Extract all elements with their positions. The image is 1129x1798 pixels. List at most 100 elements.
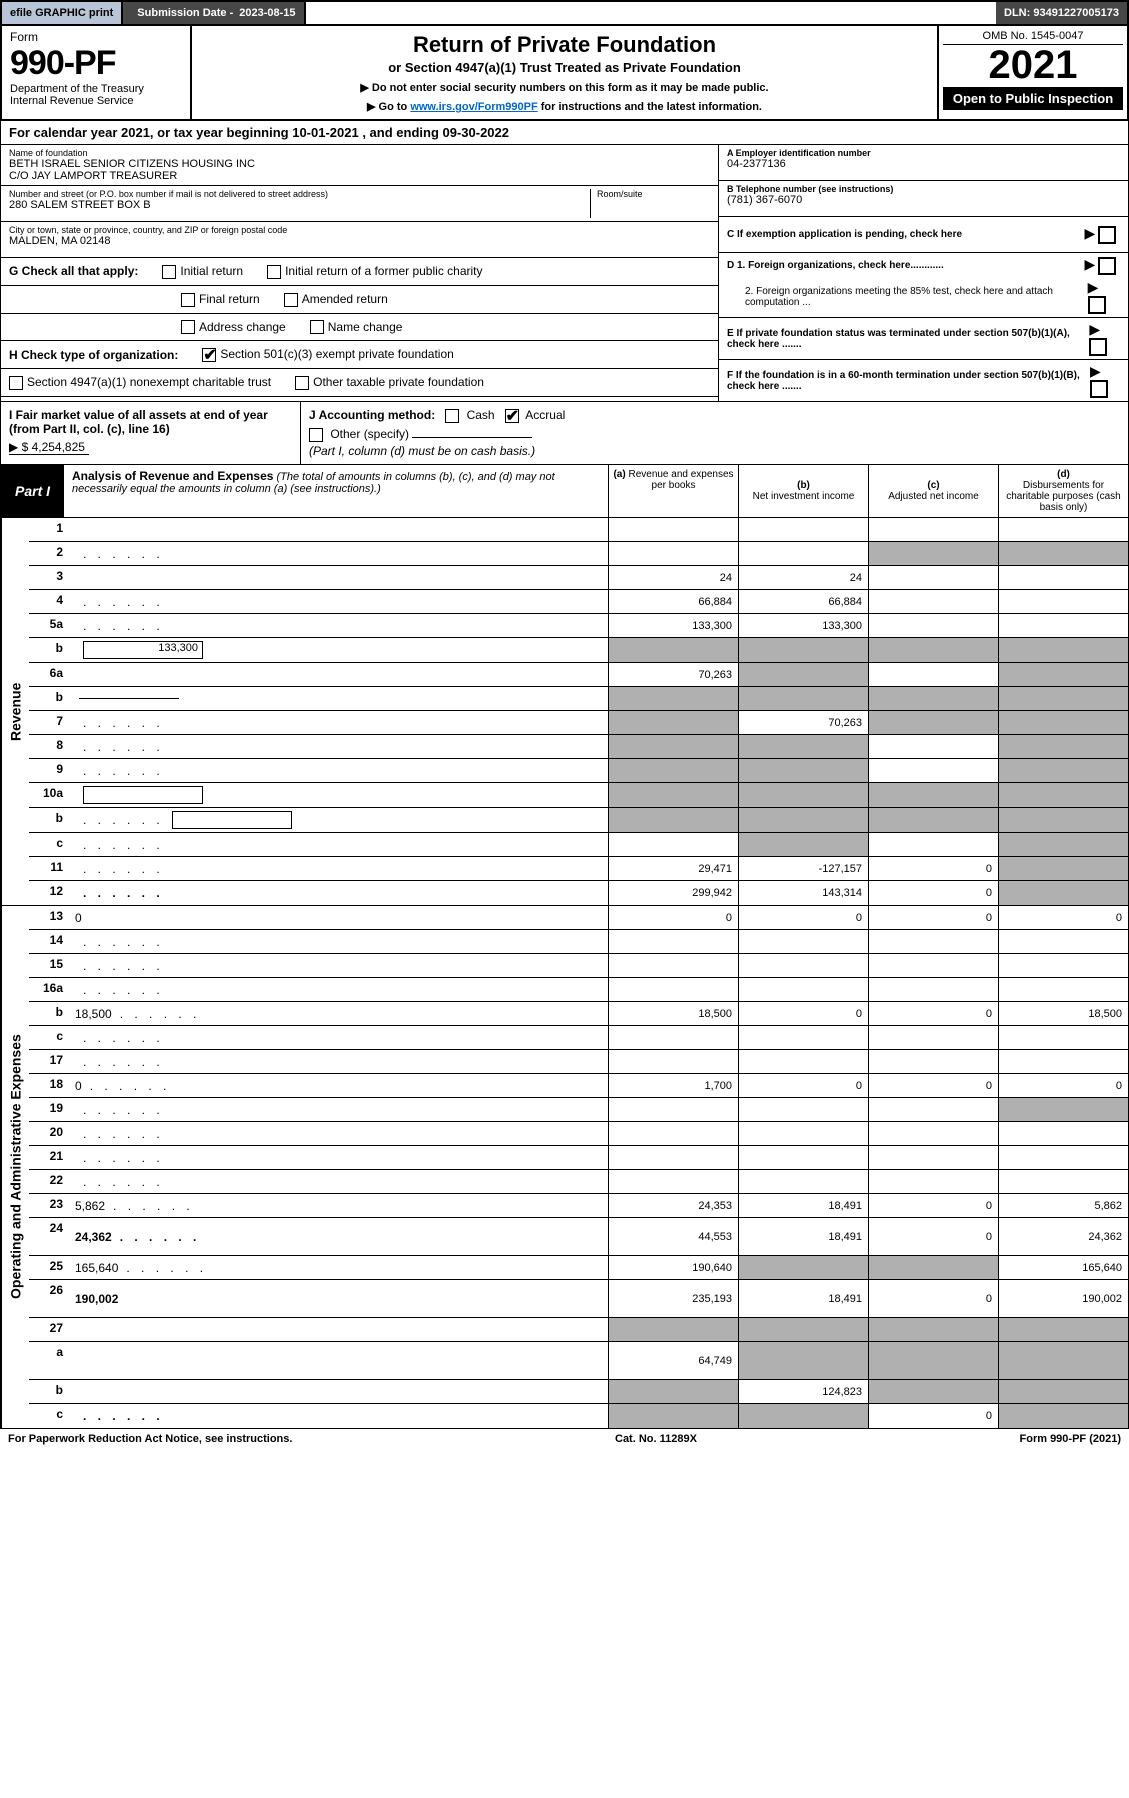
chk-cash[interactable] [445, 409, 459, 423]
chk-exemption-pending[interactable] [1098, 226, 1116, 244]
line-number: 21 [29, 1146, 69, 1169]
line-number: 22 [29, 1170, 69, 1193]
cell-col-b: 70,263 [738, 711, 868, 734]
line-number: 16a [29, 978, 69, 1001]
chk-e[interactable] [1089, 338, 1107, 356]
table-row: 10a [29, 783, 1128, 808]
part1-header: Part I Analysis of Revenue and Expenses … [0, 465, 1129, 518]
line-number: 23 [29, 1194, 69, 1217]
chk-501c3[interactable] [202, 348, 216, 362]
table-row: 9. . . . . . [29, 759, 1128, 783]
sub-date-value: 2023-08-15 [239, 7, 295, 19]
cell-col-b: 0 [738, 1074, 868, 1097]
i-j-row: I Fair market value of all assets at end… [0, 402, 1129, 465]
cell-col-c [868, 1170, 998, 1193]
cell-col-b [738, 759, 868, 782]
cell-col-d [998, 1050, 1128, 1073]
table-row: 19. . . . . . [29, 1098, 1128, 1122]
cell-col-d [998, 1318, 1128, 1341]
cell-col-a [608, 542, 738, 565]
table-row: b18,500. . . . . .18,5000018,500 [29, 1002, 1128, 1026]
cell-col-a: 29,471 [608, 857, 738, 880]
line-description: . . . . . . [69, 1098, 608, 1121]
dln: DLN: 93491227005173 [996, 2, 1127, 24]
cell-col-c: 0 [868, 906, 998, 929]
line-number: 3 [29, 566, 69, 589]
footer-mid: Cat. No. 11289X [615, 1433, 697, 1445]
cell-col-b [738, 1342, 868, 1379]
chk-initial-return[interactable] [162, 265, 176, 279]
cell-col-b: 133,300 [738, 614, 868, 637]
line-number: 12 [29, 881, 69, 905]
efile-button[interactable]: efile GRAPHIC print [2, 2, 123, 24]
cell-col-a [608, 1026, 738, 1049]
line-number: 6a [29, 663, 69, 686]
page-footer: For Paperwork Reduction Act Notice, see … [0, 1429, 1129, 1449]
cell-col-b [738, 808, 868, 832]
cell-col-c: 0 [868, 857, 998, 880]
cell-col-c [868, 542, 998, 565]
chk-d2[interactable] [1088, 296, 1106, 314]
table-row: 4. . . . . .66,88466,884 [29, 590, 1128, 614]
cell-col-b: 18,491 [738, 1194, 868, 1217]
cell-col-a: 24 [608, 566, 738, 589]
line-number: 2 [29, 542, 69, 565]
cell-col-a: 1,700 [608, 1074, 738, 1097]
table-row: 15. . . . . . [29, 954, 1128, 978]
line-description [69, 1380, 608, 1403]
chk-final-return[interactable] [181, 293, 195, 307]
cell-col-d [998, 542, 1128, 565]
table-row: 32424 [29, 566, 1128, 590]
part1-title: Analysis of Revenue and Expenses (The to… [64, 465, 608, 517]
form-subtitle: or Section 4947(a)(1) Trust Treated as P… [198, 60, 931, 75]
table-row: 2424,362. . . . . .44,55318,491024,362 [29, 1218, 1128, 1256]
cell-col-c: 0 [868, 1074, 998, 1097]
cell-col-b [738, 1050, 868, 1073]
chk-other-taxable[interactable] [295, 376, 309, 390]
irs-link[interactable]: www.irs.gov/Form990PF [410, 101, 537, 113]
cell-col-b: 124,823 [738, 1380, 868, 1403]
cell-col-b [738, 1256, 868, 1279]
chk-d1[interactable] [1098, 257, 1116, 275]
cell-col-b [738, 783, 868, 807]
chk-f[interactable] [1090, 380, 1108, 398]
cell-col-b: 143,314 [738, 881, 868, 905]
address-cell: Number and street (or P.O. box number if… [1, 186, 718, 222]
cell-col-b [738, 1026, 868, 1049]
cell-col-c [868, 833, 998, 856]
line-description: 5,862. . . . . . [69, 1194, 608, 1217]
chk-address-change[interactable] [181, 320, 195, 334]
chk-accrual[interactable] [505, 409, 519, 423]
table-row: 22. . . . . . [29, 1170, 1128, 1194]
line-number: 8 [29, 735, 69, 758]
cell-col-d [998, 759, 1128, 782]
line-description: . . . . . . [69, 614, 608, 637]
table-row: b. . . . . . [29, 808, 1128, 833]
cell-col-b [738, 735, 868, 758]
chk-other-method[interactable] [309, 428, 323, 442]
cell-col-d [998, 711, 1128, 734]
cell-col-c [868, 1122, 998, 1145]
cell-col-a: 190,640 [608, 1256, 738, 1279]
cell-col-b [738, 542, 868, 565]
chk-name-change[interactable] [310, 320, 324, 334]
cell-col-a [608, 954, 738, 977]
chk-amended[interactable] [284, 293, 298, 307]
line-description: 190,002 [69, 1280, 608, 1317]
cell-col-b [738, 954, 868, 977]
chk-initial-former[interactable] [267, 265, 281, 279]
cell-col-d [998, 783, 1128, 807]
line-description: . . . . . . [69, 735, 608, 758]
cell-col-b: 0 [738, 906, 868, 929]
foundation-name-cell: Name of foundation BETH ISRAEL SENIOR CI… [1, 145, 718, 186]
line-number: b [29, 638, 69, 662]
chk-4947a1[interactable] [9, 376, 23, 390]
line-description: 0 [69, 906, 608, 929]
line-number: c [29, 833, 69, 856]
c-exemption-cell: C If exemption application is pending, c… [719, 217, 1128, 253]
cell-col-d [998, 566, 1128, 589]
cell-col-a: 24,353 [608, 1194, 738, 1217]
form-number: 990-PF [10, 44, 182, 83]
cell-col-b [738, 663, 868, 686]
line-description: . . . . . . [69, 954, 608, 977]
